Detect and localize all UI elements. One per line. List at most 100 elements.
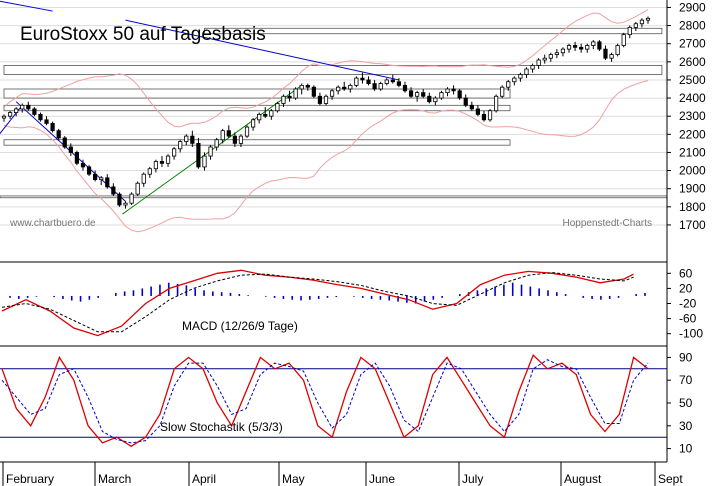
candle-body bbox=[250, 119, 256, 128]
price-candle bbox=[415, 90, 420, 102]
price-candle bbox=[481, 110, 487, 122]
candle-body bbox=[439, 92, 444, 99]
price-candle bbox=[536, 58, 541, 70]
candle-body bbox=[512, 77, 517, 83]
candle-body bbox=[633, 23, 638, 28]
candle-body bbox=[26, 104, 31, 110]
candle-body bbox=[190, 135, 195, 144]
candle-body bbox=[287, 95, 292, 99]
price-candle bbox=[384, 78, 389, 86]
candle-body bbox=[639, 19, 645, 25]
price-candle bbox=[165, 154, 171, 167]
candle-body bbox=[548, 54, 553, 59]
candle-body bbox=[372, 83, 377, 90]
price-candle bbox=[627, 25, 632, 39]
price-candle bbox=[26, 101, 31, 111]
month-label: February bbox=[6, 472, 54, 486]
price-candle bbox=[597, 40, 602, 51]
candle-body bbox=[506, 81, 511, 88]
candle-body bbox=[390, 79, 395, 83]
month-label: March bbox=[98, 472, 131, 486]
price-candle bbox=[32, 107, 37, 117]
price-candle bbox=[609, 52, 614, 62]
candle-body bbox=[530, 65, 535, 70]
candle-body bbox=[366, 79, 371, 84]
price-candle bbox=[554, 49, 559, 59]
price-candle bbox=[603, 45, 608, 60]
candle-body bbox=[184, 135, 189, 142]
price-candle bbox=[354, 76, 359, 88]
stochastic-y-tick-label: 90 bbox=[679, 350, 693, 364]
macd-y-tick-label: 60 bbox=[679, 266, 693, 280]
candle-body bbox=[165, 155, 171, 164]
candle-body bbox=[342, 86, 347, 90]
price-candle bbox=[135, 181, 140, 196]
month-label: June bbox=[369, 472, 395, 486]
price-candle bbox=[445, 87, 450, 97]
candle-body bbox=[1, 115, 7, 119]
price-candle bbox=[500, 85, 505, 99]
candle-body bbox=[475, 108, 480, 115]
lower-band-line bbox=[3, 80, 649, 233]
macd-histogram bbox=[9, 282, 646, 304]
price-candle bbox=[451, 85, 456, 95]
price-candle bbox=[311, 85, 316, 99]
candle-body bbox=[597, 41, 602, 50]
macd-series-line bbox=[1, 269, 634, 337]
candle-body bbox=[74, 152, 80, 164]
candle-body bbox=[238, 135, 244, 144]
price-level-box bbox=[204, 27, 663, 35]
price-candle bbox=[572, 41, 578, 51]
macd-y-tick-label: -60 bbox=[679, 312, 697, 326]
macd-lines bbox=[1, 269, 634, 337]
month-label: July bbox=[462, 472, 483, 486]
stochastic-y-ticks: 90 70 50 30 10 bbox=[667, 350, 693, 456]
price-candles bbox=[1, 16, 651, 209]
candle-body bbox=[208, 146, 213, 157]
price-y-tick-label: 2900 bbox=[679, 0, 706, 14]
candle-body bbox=[615, 45, 620, 55]
trend-line bbox=[125, 19, 400, 81]
price-candle bbox=[20, 103, 25, 113]
price-candle bbox=[342, 81, 347, 91]
price-candle bbox=[68, 143, 73, 157]
price-candle bbox=[396, 78, 402, 88]
stochastic-lines bbox=[1, 353, 649, 448]
candle-body bbox=[172, 148, 177, 157]
price-candle bbox=[518, 72, 523, 82]
price-candle bbox=[56, 128, 61, 140]
price-candle bbox=[512, 76, 517, 86]
price-candle bbox=[208, 145, 213, 160]
price-candle bbox=[621, 32, 626, 48]
price-candle bbox=[633, 21, 638, 31]
price-level-box bbox=[3, 88, 511, 99]
candle-body bbox=[560, 48, 566, 54]
candle-body bbox=[129, 193, 134, 204]
watermark-right: Hoppenstedt-Charts bbox=[563, 218, 653, 229]
candle-body bbox=[214, 139, 219, 148]
price-candle bbox=[244, 125, 250, 138]
stochastic-y-tick-label: 30 bbox=[679, 419, 693, 433]
candle-body bbox=[481, 113, 487, 121]
candle-body bbox=[38, 113, 43, 121]
x-axis: February March April May June July August Sept bbox=[2, 462, 683, 486]
price-candle bbox=[372, 79, 377, 91]
candle-body bbox=[329, 90, 335, 97]
price-candle bbox=[74, 150, 80, 166]
price-candle bbox=[329, 89, 335, 100]
candle-body bbox=[348, 84, 353, 90]
price-candle bbox=[1, 114, 7, 122]
price-candle bbox=[639, 18, 645, 28]
price-candle bbox=[14, 107, 19, 117]
price-candle bbox=[129, 192, 134, 205]
price-candle bbox=[439, 90, 444, 100]
price-candle bbox=[7, 110, 13, 119]
price-candle bbox=[184, 134, 189, 146]
price-candle bbox=[408, 87, 414, 99]
stochastic-y-tick-label: 10 bbox=[679, 442, 693, 456]
price-candle bbox=[153, 159, 158, 173]
candle-body bbox=[220, 130, 225, 141]
candle-body bbox=[159, 161, 165, 164]
